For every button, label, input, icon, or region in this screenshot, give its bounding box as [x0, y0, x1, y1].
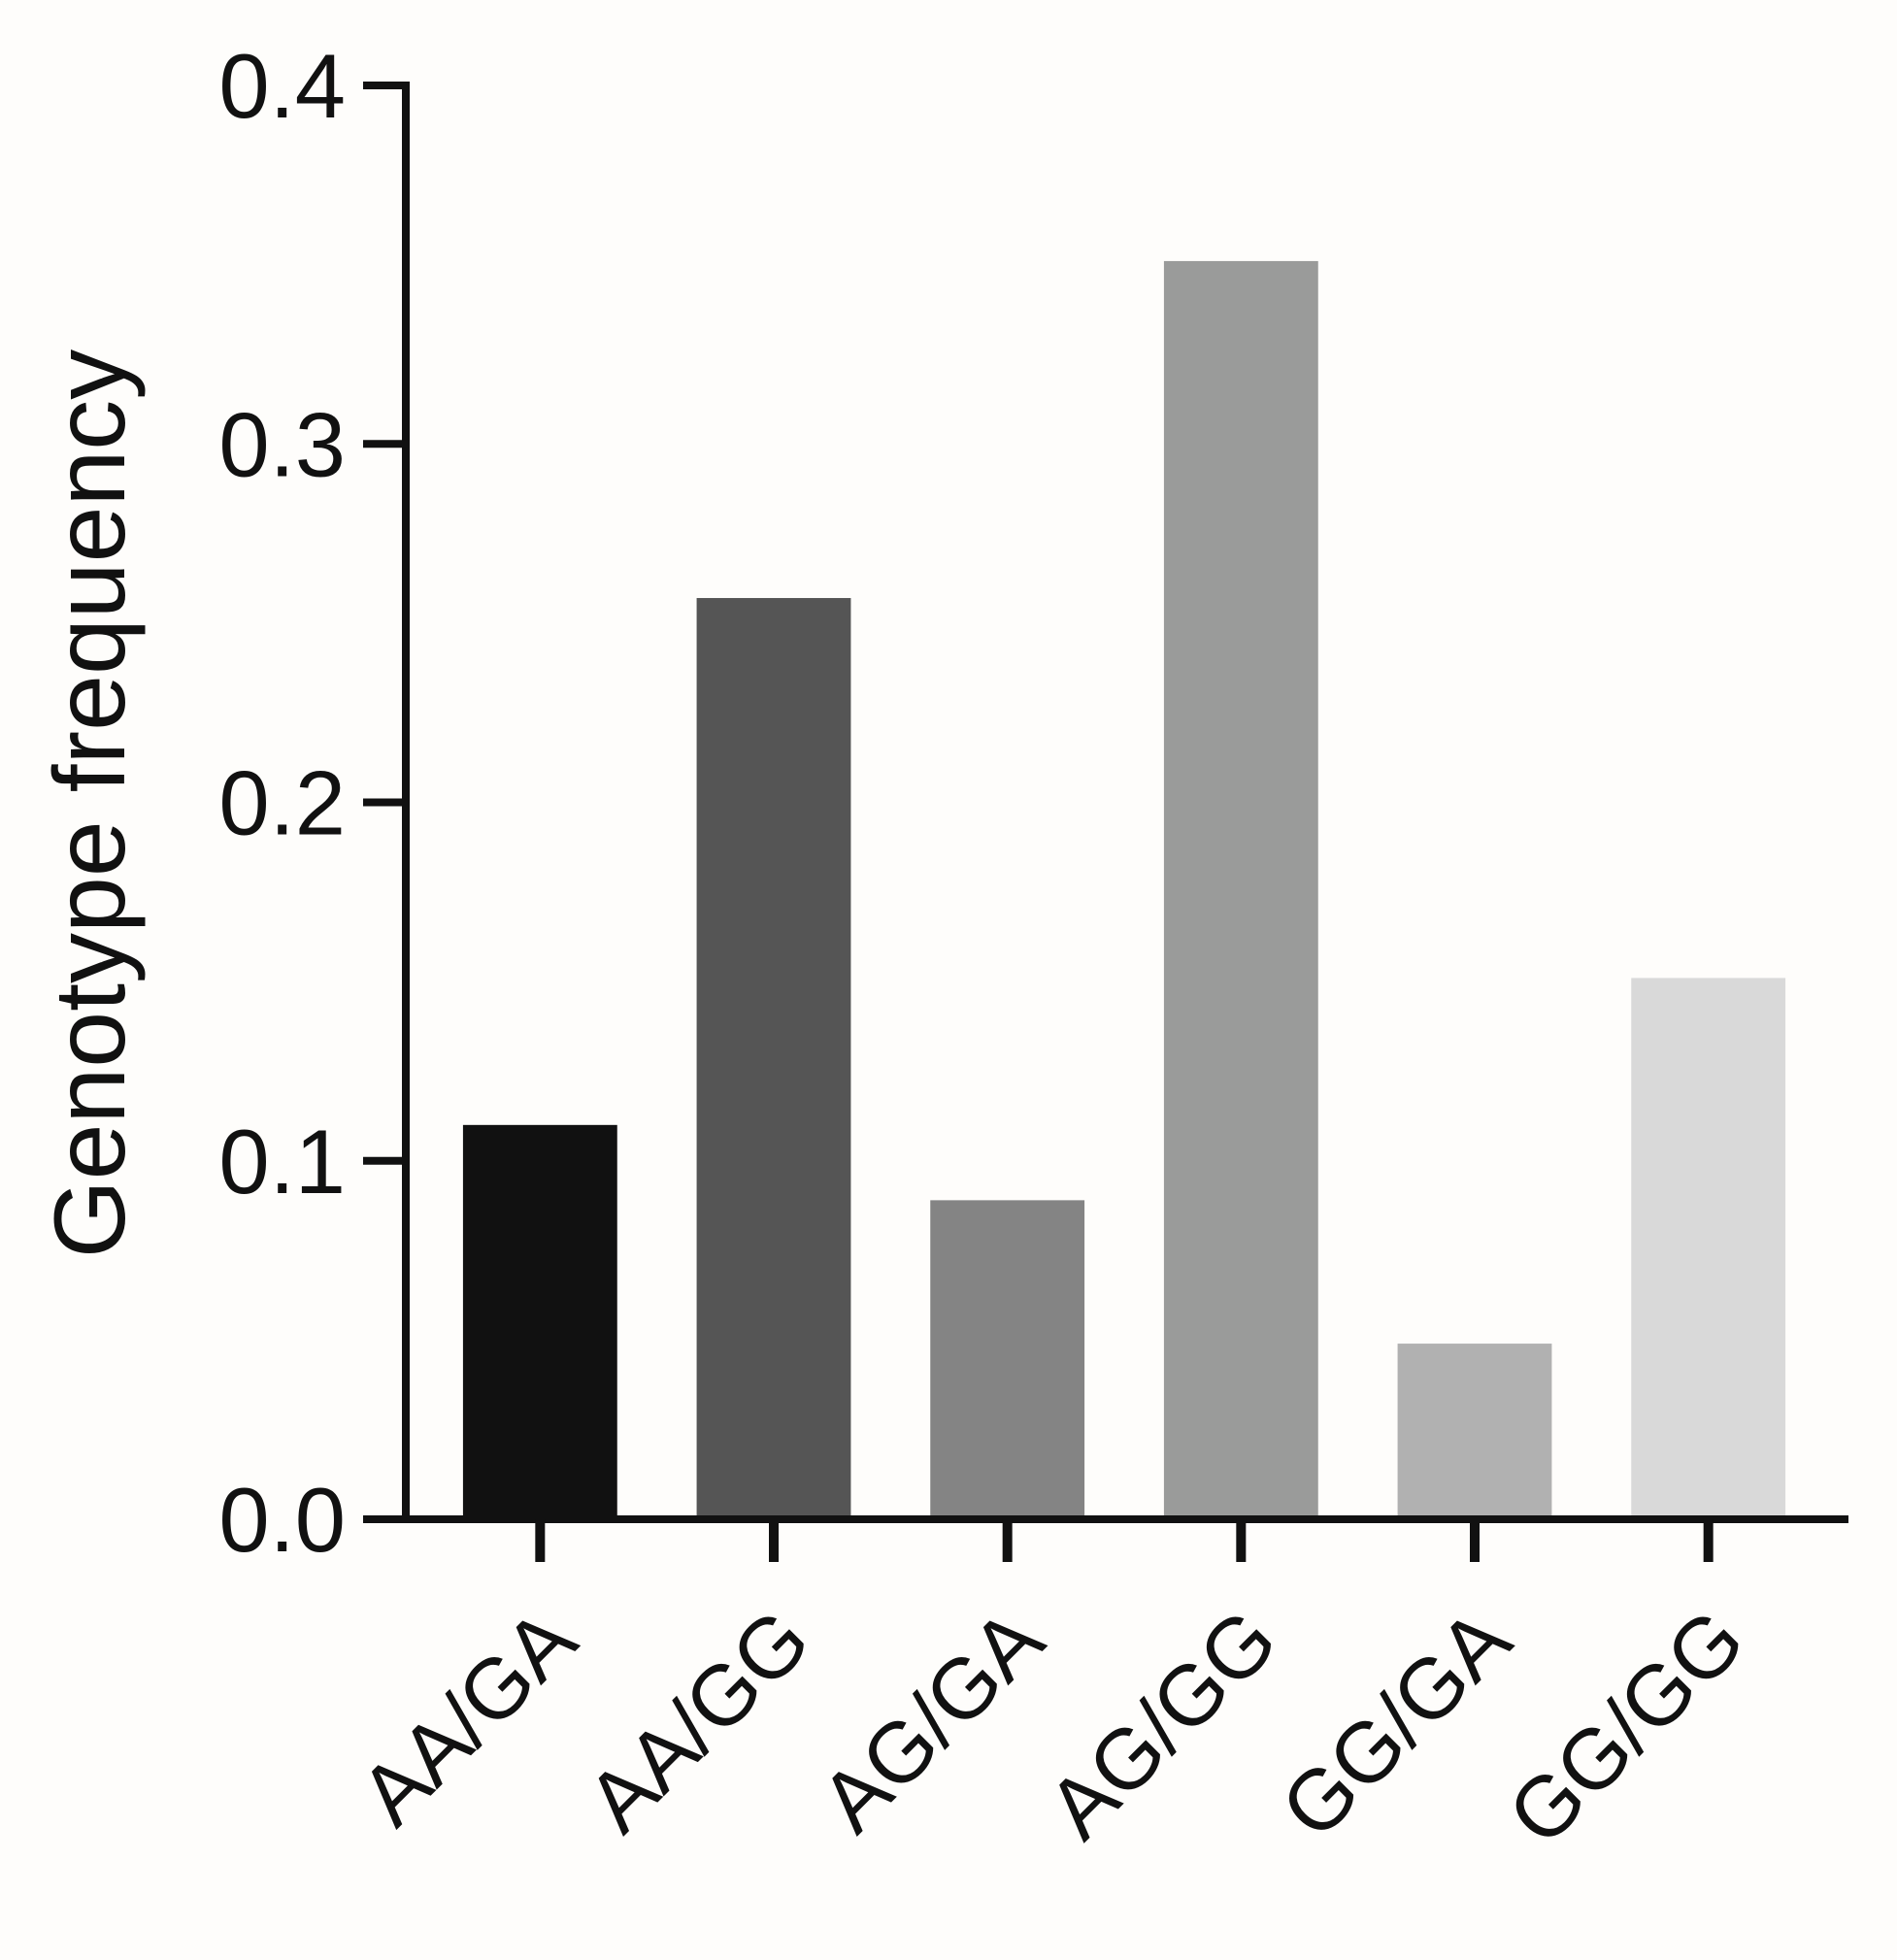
- y-tick-label: 0.1: [218, 1111, 346, 1213]
- x-category-label: AA/GA: [342, 1590, 594, 1843]
- x-category-label: GG/GG: [1489, 1590, 1762, 1863]
- y-tick-label: 0.3: [218, 393, 346, 495]
- bar-aa-ga: [462, 1124, 617, 1519]
- bar-ag-ga: [930, 1200, 1085, 1519]
- bar-gg-gg: [1631, 978, 1786, 1519]
- x-category-label: AA/GG: [568, 1590, 827, 1849]
- y-tick-label: 0.2: [218, 752, 346, 854]
- y-tick-label: 0.4: [218, 35, 346, 137]
- bar-aa-gg: [696, 598, 851, 1519]
- y-ticks-group: 0.0 0.1 0.2 0.3 0.4: [218, 35, 406, 1571]
- x-category-label: AG/GG: [1029, 1590, 1295, 1856]
- y-tick-label: 0.0: [218, 1469, 346, 1571]
- bar-ag-gg: [1163, 260, 1318, 1519]
- x-category-label: AG/GA: [802, 1590, 1061, 1849]
- y-axis-title: Genotype frequency: [34, 349, 147, 1259]
- bars-group: [462, 260, 1786, 1519]
- bar-gg-ga: [1397, 1344, 1552, 1519]
- x-category-label: GG/GA: [1262, 1590, 1528, 1856]
